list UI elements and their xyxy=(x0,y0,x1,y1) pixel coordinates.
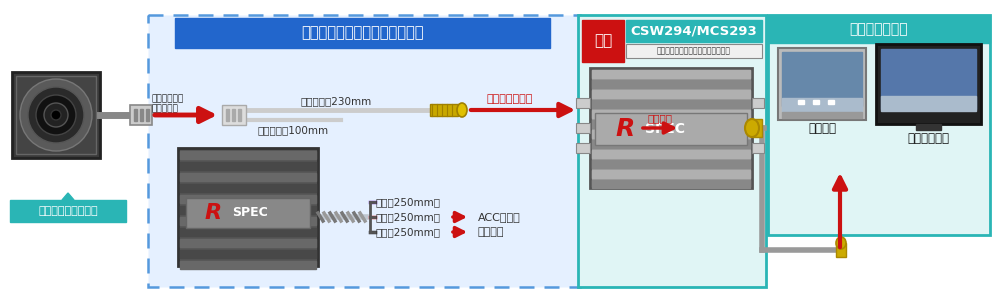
Bar xyxy=(180,206,316,214)
Circle shape xyxy=(28,87,84,143)
Bar xyxy=(180,239,316,247)
Text: 市販モニター: 市販モニター xyxy=(907,132,949,144)
Text: 純正フロントカメラ: 純正フロントカメラ xyxy=(38,206,98,216)
Bar xyxy=(782,98,862,112)
Text: 車両妄４ピン: 車両妄４ピン xyxy=(152,94,184,103)
Bar xyxy=(592,100,750,108)
Bar xyxy=(180,184,316,192)
Bar xyxy=(768,15,990,43)
Bar xyxy=(238,109,241,121)
Bar xyxy=(782,112,862,118)
Bar xyxy=(626,44,762,58)
Bar xyxy=(592,70,750,78)
Circle shape xyxy=(44,103,68,127)
Bar xyxy=(782,52,862,106)
Text: 赤線（250mm）: 赤線（250mm） xyxy=(375,212,440,222)
Bar xyxy=(778,48,866,120)
Bar xyxy=(12,72,100,158)
Bar xyxy=(180,261,316,269)
Text: 黒線（250mm）: 黒線（250mm） xyxy=(375,227,440,237)
Bar xyxy=(813,100,819,104)
Bar xyxy=(180,195,316,203)
Ellipse shape xyxy=(836,237,846,249)
Bar xyxy=(916,124,941,130)
Ellipse shape xyxy=(457,103,467,117)
Bar xyxy=(752,143,764,153)
Bar xyxy=(576,143,590,153)
Bar xyxy=(10,200,126,222)
Bar xyxy=(578,15,766,287)
Bar xyxy=(592,180,750,188)
Bar xyxy=(148,15,580,287)
Bar xyxy=(186,198,310,228)
Bar xyxy=(180,151,316,159)
Bar xyxy=(232,109,235,121)
Circle shape xyxy=(51,110,61,120)
Bar xyxy=(180,217,316,225)
Text: 紫線（250mm）: 紫線（250mm） xyxy=(375,197,440,207)
Text: SPEC: SPEC xyxy=(232,207,268,219)
Bar xyxy=(222,105,246,125)
Bar xyxy=(592,130,750,138)
Text: SPEC: SPEC xyxy=(645,122,685,136)
Text: ACC電源へ: ACC電源へ xyxy=(478,212,521,222)
Bar xyxy=(592,90,750,98)
Bar xyxy=(582,20,624,62)
Polygon shape xyxy=(62,193,74,200)
Bar xyxy=(180,250,316,258)
Bar xyxy=(146,109,149,121)
Bar xyxy=(134,109,137,121)
Text: 外部入力端子へ: 外部入力端子へ xyxy=(850,22,908,36)
Text: フロントカメラ接続アダプター: フロントカメラ接続アダプター xyxy=(301,25,423,40)
Bar xyxy=(881,96,976,111)
Bar xyxy=(180,228,316,236)
Bar xyxy=(175,18,550,48)
Text: 詳しくは製品ページをご覧ください: 詳しくは製品ページをご覧ください xyxy=(657,47,731,56)
Text: ケーブル長230mm: ケーブル長230mm xyxy=(300,96,372,106)
Bar xyxy=(752,98,764,108)
Bar xyxy=(592,80,750,88)
Bar xyxy=(592,140,750,148)
Bar xyxy=(226,109,229,121)
Ellipse shape xyxy=(745,119,759,137)
Bar xyxy=(592,110,750,118)
Bar xyxy=(592,120,750,128)
Text: 映像入力端子へ: 映像入力端子へ xyxy=(487,94,533,104)
Text: R: R xyxy=(204,203,222,223)
Text: 映像出力: 映像出力 xyxy=(648,113,672,123)
Bar xyxy=(626,20,762,42)
Bar xyxy=(16,76,96,154)
Circle shape xyxy=(36,95,76,135)
Bar xyxy=(576,123,590,133)
Bar xyxy=(798,100,804,104)
Bar xyxy=(592,150,750,158)
Bar xyxy=(430,104,458,116)
Bar xyxy=(876,44,981,124)
Text: アースへ: アースへ xyxy=(478,227,505,237)
Circle shape xyxy=(20,79,92,151)
Bar xyxy=(768,15,990,235)
Bar xyxy=(595,113,747,145)
Bar xyxy=(178,148,318,266)
Bar xyxy=(590,68,752,188)
Bar xyxy=(592,170,750,178)
Bar xyxy=(130,105,152,125)
Bar xyxy=(592,160,750,168)
Bar xyxy=(576,98,590,108)
Text: 市販ナビ: 市販ナビ xyxy=(808,121,836,135)
Text: ケーブル長100mm: ケーブル長100mm xyxy=(257,125,329,135)
Text: CSW294/MCS293: CSW294/MCS293 xyxy=(631,25,757,37)
Text: R: R xyxy=(615,117,635,141)
Bar xyxy=(881,49,976,109)
Bar xyxy=(180,162,316,170)
Text: コネクター: コネクター xyxy=(152,104,179,114)
Bar xyxy=(180,173,316,181)
Text: 別売: 別売 xyxy=(594,33,612,48)
Bar xyxy=(836,243,846,257)
Bar xyxy=(752,119,762,137)
Bar xyxy=(828,100,834,104)
Bar xyxy=(140,109,143,121)
